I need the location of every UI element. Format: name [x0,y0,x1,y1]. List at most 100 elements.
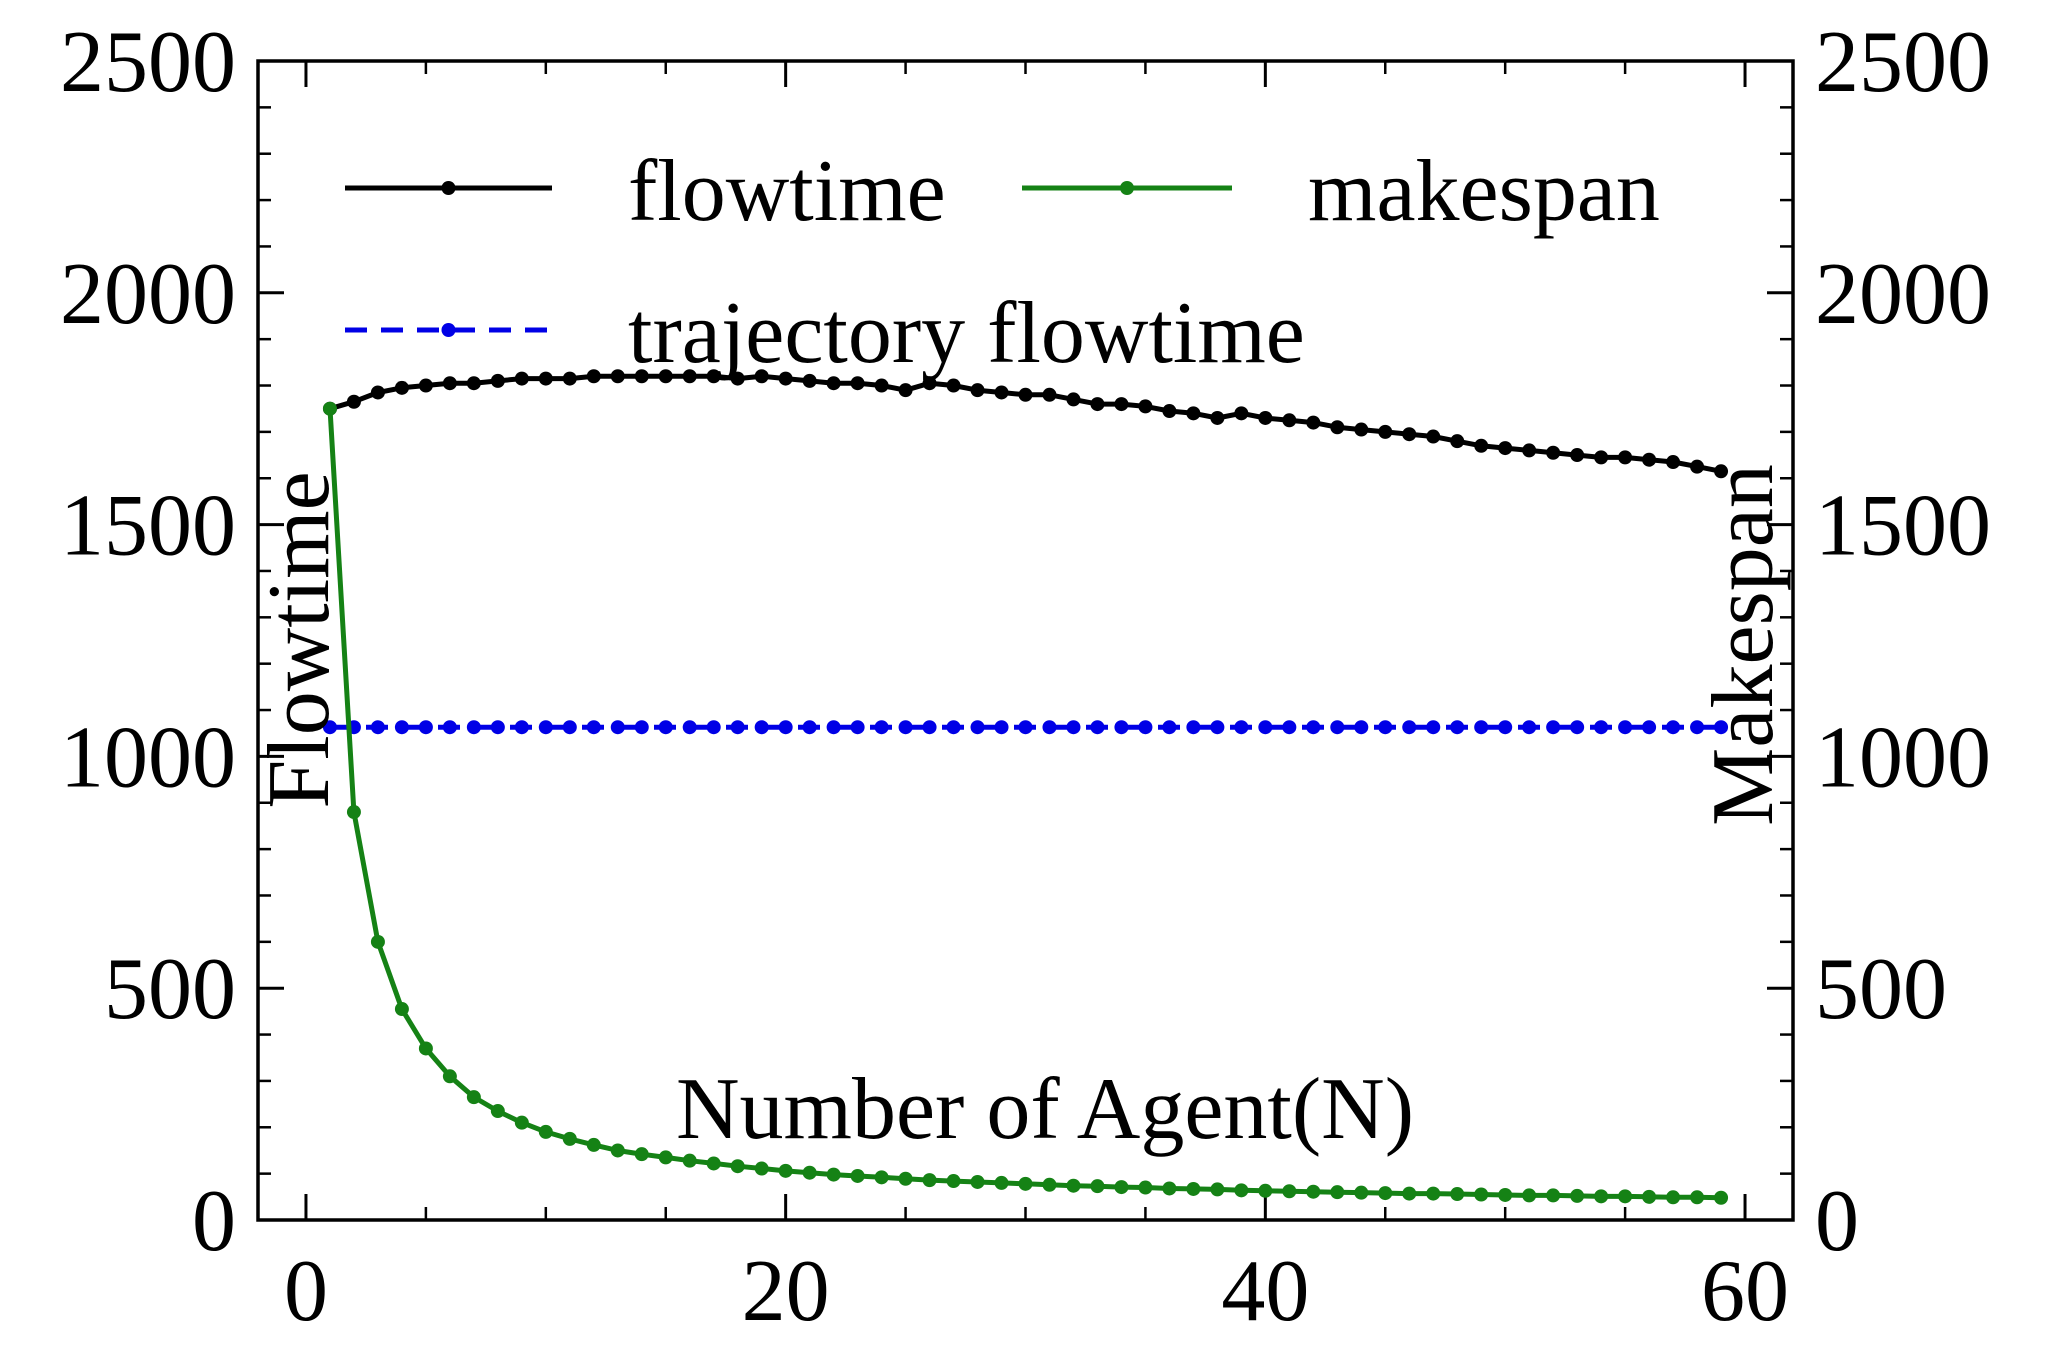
data-point-makespan [538,1124,553,1139]
data-point-makespan [1474,1187,1489,1202]
data-point-flowtime [1522,443,1537,458]
data-point-flowtime [490,373,505,388]
data-point-trajectory-flowtime [778,720,793,735]
data-point-trajectory-flowtime [370,720,385,735]
data-point-trajectory-flowtime [1282,720,1297,735]
data-point-flowtime [706,369,721,384]
data-point-trajectory-flowtime [658,720,673,735]
data-point-trajectory-flowtime [898,720,913,735]
y-axis-title-left: Flowtime [251,471,348,808]
data-point-trajectory-flowtime [1114,720,1129,735]
data-point-makespan [1114,1180,1129,1195]
data-point-trajectory-flowtime [1474,720,1489,735]
data-point-trajectory-flowtime [850,720,865,735]
x-tick-label: 20 [742,1243,830,1340]
data-point-flowtime [1594,450,1609,465]
data-point-flowtime [442,376,457,391]
data-point-flowtime [850,376,865,391]
data-point-flowtime [1450,434,1465,449]
data-point-trajectory-flowtime [1330,720,1345,735]
data-point-trajectory-flowtime [1042,720,1057,735]
data-point-makespan [1018,1176,1033,1191]
data-point-makespan [562,1131,577,1146]
legend-label-makespan: makespan [1308,143,1660,240]
data-point-flowtime [1090,397,1105,412]
data-point-trajectory-flowtime [562,720,577,735]
data-point-trajectory-flowtime [994,720,1009,735]
data-point-trajectory-flowtime [1570,720,1585,735]
data-point-flowtime [562,371,577,386]
data-point-flowtime [1186,406,1201,421]
data-point-flowtime [1618,450,1633,465]
data-point-makespan [1330,1185,1345,1200]
data-point-makespan [1618,1189,1633,1204]
data-point-flowtime [1498,441,1513,456]
data-point-flowtime [1018,387,1033,402]
data-point-flowtime [898,383,913,398]
data-point-flowtime [1066,392,1081,407]
data-point-flowtime [874,378,889,393]
data-point-trajectory-flowtime [394,720,409,735]
data-point-trajectory-flowtime [1690,720,1705,735]
data-point-flowtime [1114,397,1129,412]
data-point-flowtime [1234,406,1249,421]
y-tick-label-left: 2000 [60,246,236,343]
y-tick-label-left: 1000 [60,709,236,806]
data-point-flowtime [418,378,433,393]
data-point-trajectory-flowtime [1378,720,1393,735]
data-point-flowtime [1666,455,1681,470]
data-point-flowtime [946,378,961,393]
data-point-makespan [898,1171,913,1186]
data-point-makespan [1690,1190,1705,1205]
data-point-makespan [970,1174,985,1189]
data-point-trajectory-flowtime [1450,720,1465,735]
data-point-trajectory-flowtime [874,720,889,735]
data-point-makespan [418,1041,433,1056]
legend-marker-trajectory-flowtime [441,323,456,337]
data-point-makespan [1522,1188,1537,1203]
data-point-flowtime [466,376,481,391]
data-point-trajectory-flowtime [1090,720,1105,735]
data-point-trajectory-flowtime [466,720,481,735]
data-point-makespan [1258,1183,1273,1198]
data-point-flowtime [538,371,553,386]
data-point-trajectory-flowtime [538,720,553,735]
data-point-flowtime [1210,410,1225,425]
data-point-makespan [1570,1188,1585,1203]
data-point-trajectory-flowtime [1018,720,1033,735]
data-point-makespan [346,805,361,820]
data-point-flowtime [1042,387,1057,402]
data-point-trajectory-flowtime [682,720,697,735]
x-tick-label: 60 [1701,1243,1789,1340]
data-point-makespan [1090,1179,1105,1194]
data-point-flowtime [994,385,1009,400]
data-point-makespan [850,1168,865,1183]
legend-label-flowtime: flowtime [628,143,946,240]
data-point-trajectory-flowtime [1498,720,1513,735]
data-point-trajectory-flowtime [1546,720,1561,735]
data-point-makespan [658,1150,673,1165]
data-point-flowtime [1714,464,1729,479]
data-point-makespan [370,934,385,949]
data-point-makespan [1498,1187,1513,1202]
data-point-makespan [1594,1189,1609,1204]
data-point-makespan [1714,1190,1729,1205]
y-tick-label-left: 0 [192,1173,236,1270]
data-point-flowtime [730,371,745,386]
data-point-makespan [1282,1184,1297,1199]
data-point-makespan [1546,1188,1561,1203]
data-point-makespan [778,1163,793,1178]
legend-marker-flowtime [441,181,456,195]
data-point-flowtime [1258,410,1273,425]
y-tick-label-right: 0 [1815,1173,1859,1270]
data-point-trajectory-flowtime [922,720,937,735]
data-point-flowtime [1282,413,1297,428]
data-point-trajectory-flowtime [1258,720,1273,735]
data-point-trajectory-flowtime [754,720,769,735]
y-tick-label-right: 2500 [1815,14,1991,111]
data-point-flowtime [1354,422,1369,437]
data-point-makespan [1642,1189,1657,1204]
data-point-trajectory-flowtime [1186,720,1201,735]
x-tick-label: 40 [1221,1243,1309,1340]
data-point-makespan [826,1167,841,1182]
